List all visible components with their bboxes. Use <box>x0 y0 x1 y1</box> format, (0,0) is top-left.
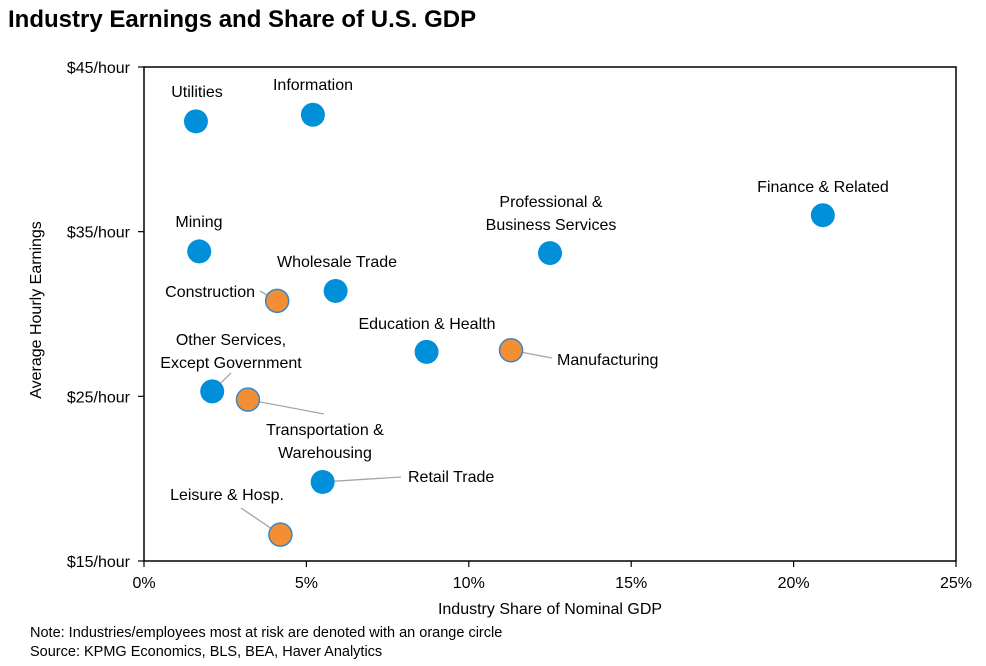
data-point <box>810 203 835 228</box>
point-label: Transportation & <box>266 422 384 439</box>
leader-line <box>247 398 325 415</box>
x-tick-label: 0% <box>132 575 155 592</box>
data-points <box>183 102 835 547</box>
point-label: Education & Health <box>359 316 496 333</box>
data-point-at-risk <box>268 522 293 547</box>
x-tick-label: 5% <box>295 575 318 592</box>
data-point <box>323 278 348 303</box>
data-point-at-risk <box>498 337 524 363</box>
x-axis: 0% 5% 10% 15% 20% 25% <box>132 561 972 592</box>
data-point <box>187 239 212 264</box>
y-tick-label: $45/hour <box>67 60 131 77</box>
y-axis: $45/hour $35/hour $25/hour $15/hour <box>67 60 144 571</box>
data-point <box>538 241 562 266</box>
plot-frame <box>143 66 957 562</box>
point-label: Manufacturing <box>557 352 658 369</box>
point-label: Warehousing <box>278 445 372 462</box>
point-label: Mining <box>175 214 222 231</box>
data-point <box>183 109 208 134</box>
data-point <box>200 379 225 404</box>
point-label: Other Services, <box>176 332 286 349</box>
point-label: Except Government <box>160 355 302 372</box>
point-label: Professional & <box>499 194 602 211</box>
point-label: Finance & Related <box>757 179 889 196</box>
x-tick-label: 10% <box>453 575 485 592</box>
y-axis-label: Average Hourly Earnings <box>28 221 45 399</box>
x-tick-label: 25% <box>940 575 972 592</box>
point-label: Utilities <box>171 84 223 101</box>
point-label: Retail Trade <box>408 469 494 486</box>
data-point <box>300 102 325 127</box>
leader-line <box>322 476 402 483</box>
point-label: Wholesale Trade <box>277 254 397 271</box>
data-point <box>414 339 439 364</box>
data-point <box>310 469 335 494</box>
y-tick-label: $25/hour <box>67 389 131 406</box>
point-label: Information <box>273 77 353 94</box>
data-point-at-risk <box>264 288 290 314</box>
data-point-at-risk <box>235 387 261 412</box>
x-tick-label: 20% <box>778 575 810 592</box>
point-label: Construction <box>165 284 255 301</box>
chart-title: Industry Earnings and Share of U.S. GDP <box>8 6 477 33</box>
footnote-source: Source: KPMG Economics, BLS, BEA, Haver … <box>30 644 383 660</box>
x-axis-label: Industry Share of Nominal GDP <box>438 601 662 618</box>
x-tick-label: 15% <box>615 575 647 592</box>
point-label: Leisure & Hosp. <box>170 487 284 504</box>
y-tick-label: $15/hour <box>67 554 131 571</box>
point-labels: Utilities Information Mining Finance & Rela… <box>160 77 889 504</box>
point-label: Business Services <box>486 217 617 234</box>
footnote-note: Note: Industries/employees most at risk … <box>30 625 503 641</box>
y-tick-label: $35/hour <box>67 225 131 242</box>
